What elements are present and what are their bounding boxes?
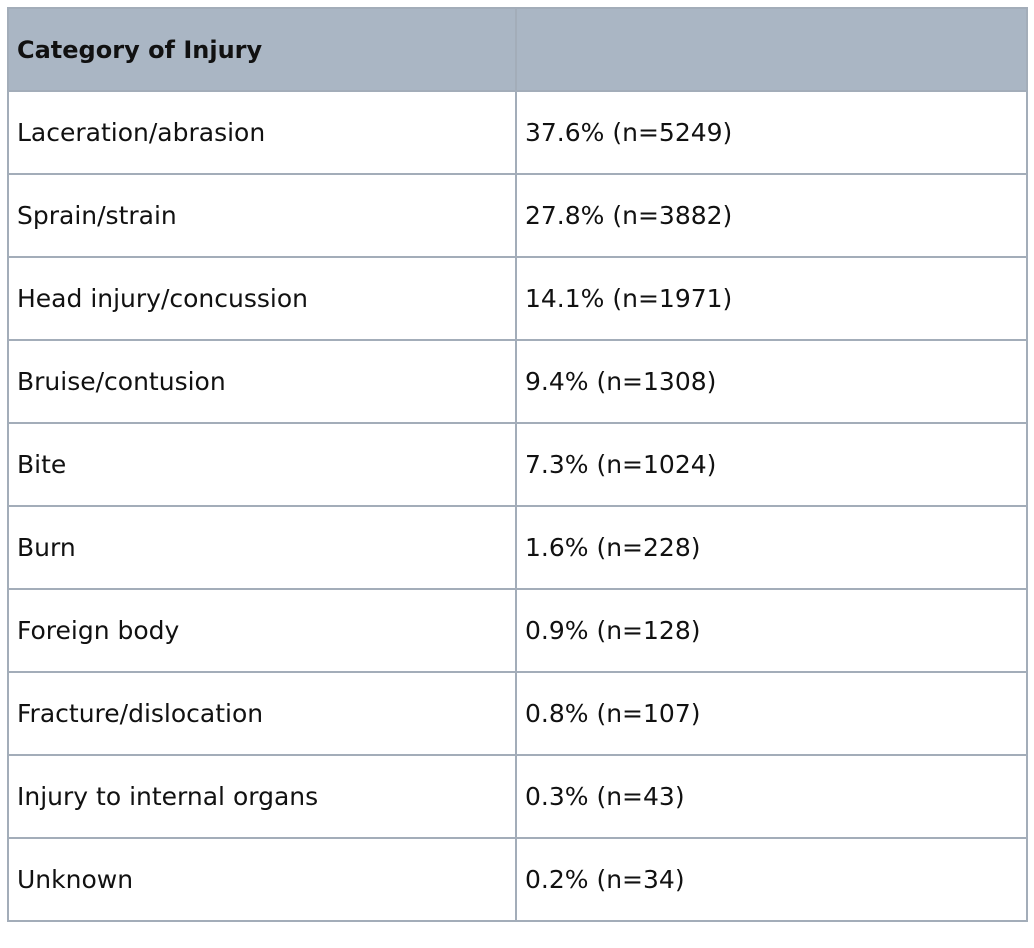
value-cell: 9.4% (n=1308) bbox=[515, 339, 1028, 424]
category-cell: Laceration/abrasion bbox=[7, 90, 517, 175]
table-row: Burn 1.6% (n=228) bbox=[7, 505, 1028, 590]
value-cell: 0.2% (n=34) bbox=[515, 837, 1028, 922]
category-cell: Burn bbox=[7, 505, 517, 590]
header-value bbox=[515, 7, 1028, 92]
category-cell: Injury to internal organs bbox=[7, 754, 517, 839]
table-row: Foreign body 0.9% (n=128) bbox=[7, 588, 1028, 673]
table-row: Head injury/concussion 14.1% (n=1971) bbox=[7, 256, 1028, 341]
value-cell: 37.6% (n=5249) bbox=[515, 90, 1028, 175]
table-header-row: Category of Injury bbox=[7, 7, 1028, 92]
value-cell: 0.3% (n=43) bbox=[515, 754, 1028, 839]
table-row: Injury to internal organs 0.3% (n=43) bbox=[7, 754, 1028, 839]
table-row: Sprain/strain 27.8% (n=3882) bbox=[7, 173, 1028, 258]
category-cell: Unknown bbox=[7, 837, 517, 922]
value-cell: 7.3% (n=1024) bbox=[515, 422, 1028, 507]
value-cell: 14.1% (n=1971) bbox=[515, 256, 1028, 341]
value-cell: 0.9% (n=128) bbox=[515, 588, 1028, 673]
value-cell: 27.8% (n=3882) bbox=[515, 173, 1028, 258]
category-cell: Sprain/strain bbox=[7, 173, 517, 258]
category-cell: Bite bbox=[7, 422, 517, 507]
category-cell: Fracture/dislocation bbox=[7, 671, 517, 756]
table-row: Fracture/dislocation 0.8% (n=107) bbox=[7, 671, 1028, 756]
injury-table-container: Category of Injury Laceration/abrasion 3… bbox=[7, 7, 1028, 922]
category-cell: Foreign body bbox=[7, 588, 517, 673]
table-row: Unknown 0.2% (n=34) bbox=[7, 837, 1028, 922]
injury-category-table: Category of Injury Laceration/abrasion 3… bbox=[7, 7, 1028, 922]
header-category-of-injury: Category of Injury bbox=[7, 7, 517, 92]
table-row: Bite 7.3% (n=1024) bbox=[7, 422, 1028, 507]
category-cell: Head injury/concussion bbox=[7, 256, 517, 341]
table-row: Laceration/abrasion 37.6% (n=5249) bbox=[7, 90, 1028, 175]
table-row: Bruise/contusion 9.4% (n=1308) bbox=[7, 339, 1028, 424]
value-cell: 0.8% (n=107) bbox=[515, 671, 1028, 756]
value-cell: 1.6% (n=228) bbox=[515, 505, 1028, 590]
category-cell: Bruise/contusion bbox=[7, 339, 517, 424]
